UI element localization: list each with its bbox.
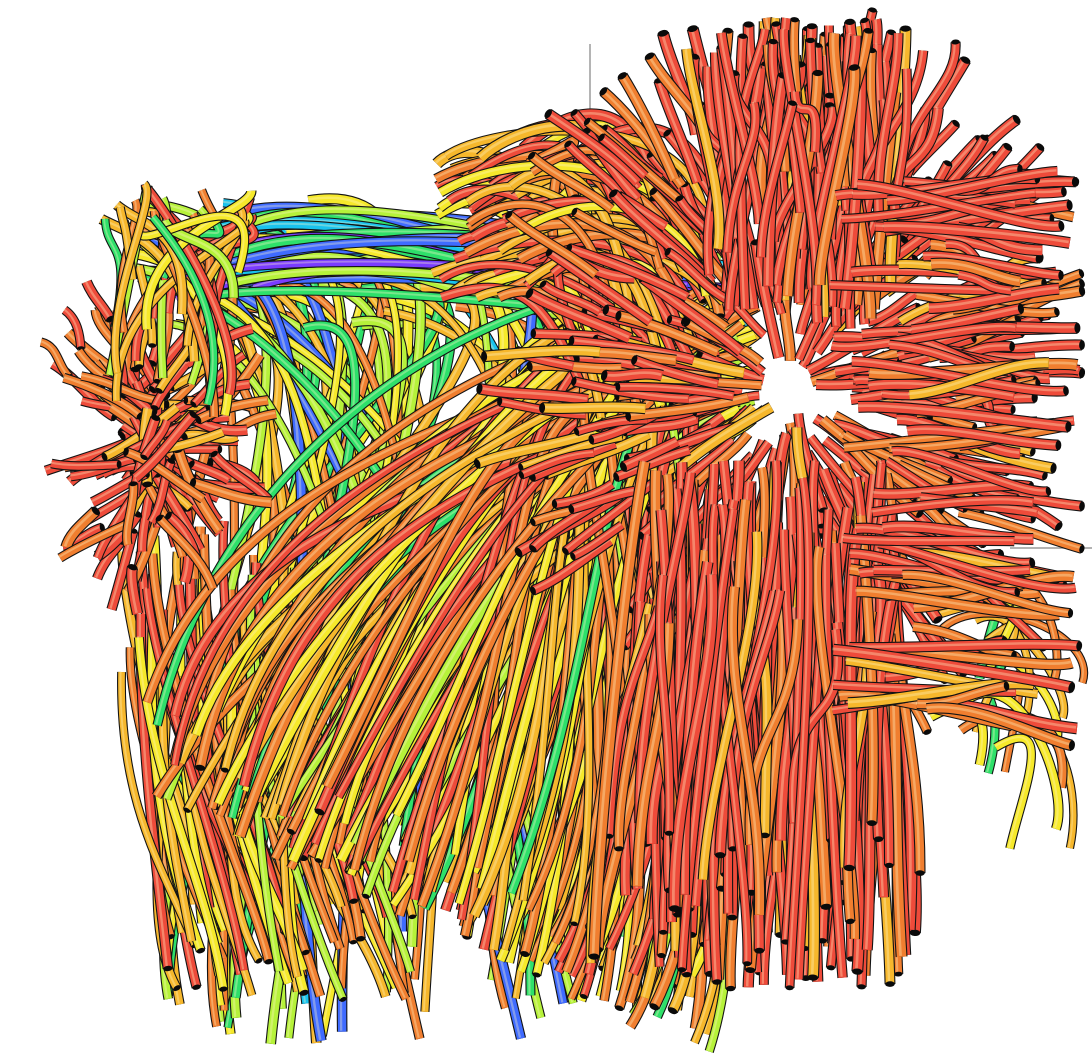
tube-end-cap <box>349 898 359 904</box>
tube-end-cap <box>255 958 263 964</box>
streamline-tube <box>133 636 229 992</box>
tube-end-cap <box>356 936 366 942</box>
tube-end-cap <box>667 1007 678 1015</box>
tube-end-cap <box>163 965 173 972</box>
tube-end-cap <box>532 972 541 978</box>
tube-end-cap <box>264 959 274 965</box>
tube-end-cap <box>220 767 230 773</box>
tube-end-cap <box>183 807 191 813</box>
streamline-tube <box>142 587 249 972</box>
tube-end-cap <box>884 862 894 869</box>
streamline-tube <box>842 532 1015 547</box>
streamline-tube <box>539 401 647 415</box>
tube-end-cap <box>192 984 201 990</box>
streamline-tube <box>600 367 664 383</box>
tube-end-cap <box>314 808 325 816</box>
tube-end-cap <box>286 828 296 835</box>
tube-end-cap <box>173 985 181 992</box>
tube-end-cap <box>301 949 310 956</box>
tube-end-cap <box>219 986 228 992</box>
tube-end-cap <box>339 996 347 1002</box>
tube-end-cap <box>299 989 309 996</box>
tube-end-cap <box>579 993 588 1000</box>
tube-end-cap <box>362 893 370 899</box>
tube-end-cap <box>520 951 530 957</box>
tube-end-cap <box>314 858 323 863</box>
tube-end-cap <box>614 1005 624 1012</box>
tube-end-cap <box>754 947 765 954</box>
tube-end-cap <box>195 764 206 771</box>
streamline-tube <box>50 458 122 471</box>
tube-end-cap <box>570 921 578 927</box>
tube-end-cap <box>649 1003 660 1011</box>
tube-end-cap <box>408 914 417 920</box>
streamline-tube <box>848 638 1083 654</box>
streamline-tube <box>147 552 274 965</box>
tube-end-cap <box>196 947 206 954</box>
tube-end-cap <box>349 940 358 945</box>
tube-end-cap <box>900 25 911 32</box>
tube-end-cap <box>659 929 668 935</box>
